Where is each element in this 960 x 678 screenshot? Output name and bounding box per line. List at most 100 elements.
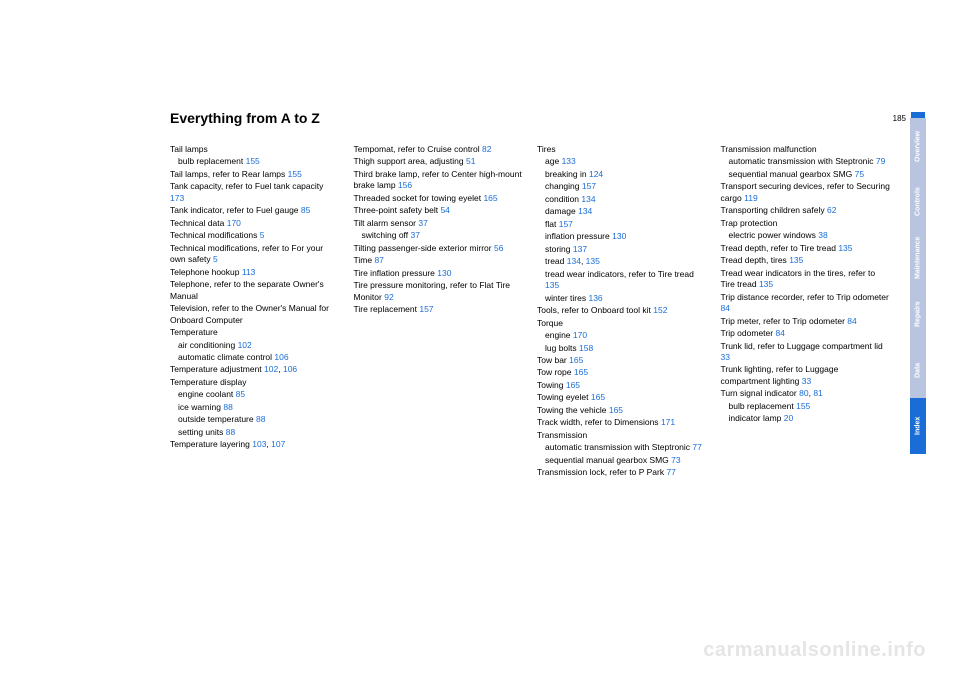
page-ref[interactable]: 84 bbox=[775, 328, 784, 338]
page-ref[interactable]: 173 bbox=[170, 193, 184, 203]
page-ref[interactable]: 106 bbox=[283, 364, 297, 374]
page-ref[interactable]: 84 bbox=[847, 316, 856, 326]
page-ref[interactable]: 85 bbox=[236, 389, 245, 399]
entry-text: Tank capacity, refer to Fuel tank capaci… bbox=[170, 181, 323, 191]
side-tab-controls[interactable]: Controls bbox=[910, 174, 926, 230]
page-ref[interactable]: 88 bbox=[256, 414, 265, 424]
page-ref[interactable]: 37 bbox=[411, 230, 420, 240]
page-ref[interactable]: 157 bbox=[582, 181, 596, 191]
page-ref[interactable]: 133 bbox=[562, 156, 576, 166]
page-ref[interactable]: 77 bbox=[692, 442, 701, 452]
page-ref[interactable]: 54 bbox=[440, 205, 449, 215]
page-ref[interactable]: 88 bbox=[226, 427, 235, 437]
page-ref[interactable]: 170 bbox=[227, 218, 241, 228]
index-entry: Trip distance recorder, refer to Trip od… bbox=[721, 292, 891, 315]
page-ref[interactable]: 165 bbox=[483, 193, 497, 203]
page-ref[interactable]: 33 bbox=[802, 376, 811, 386]
index-entry: lug bolts 158 bbox=[537, 343, 707, 354]
index-entry: indicator lamp 20 bbox=[721, 413, 891, 424]
page-ref[interactable]: 119 bbox=[744, 193, 758, 203]
page-ref[interactable]: 165 bbox=[609, 405, 623, 415]
page-ref[interactable]: 130 bbox=[437, 268, 451, 278]
page-ref[interactable]: 102 bbox=[238, 340, 252, 350]
page-ref[interactable]: 135 bbox=[838, 243, 852, 253]
page-ref[interactable]: 103 bbox=[252, 439, 266, 449]
page-ref[interactable]: 152 bbox=[653, 305, 667, 315]
page-ref[interactable]: 79 bbox=[876, 156, 885, 166]
page-ref[interactable]: 37 bbox=[418, 218, 427, 228]
page-ref[interactable]: 92 bbox=[384, 292, 393, 302]
page-ref[interactable]: 155 bbox=[796, 401, 810, 411]
page-ref[interactable]: 75 bbox=[855, 169, 864, 179]
entry-text: outside temperature bbox=[178, 414, 254, 424]
page-ref[interactable]: 134 bbox=[567, 256, 581, 266]
page-ref[interactable]: 130 bbox=[612, 231, 626, 241]
page-ref[interactable]: 134 bbox=[578, 206, 592, 216]
page-ref[interactable]: 80 bbox=[799, 388, 808, 398]
page-ref[interactable]: 135 bbox=[759, 279, 773, 289]
page-ref[interactable]: 155 bbox=[246, 156, 260, 166]
entry-text: Torque bbox=[537, 318, 563, 328]
page-ref[interactable]: 82 bbox=[482, 144, 491, 154]
index-entry: Towing the vehicle 165 bbox=[537, 405, 707, 416]
side-tab-overview[interactable]: Overview bbox=[910, 118, 926, 174]
page-ref[interactable]: 135 bbox=[586, 256, 600, 266]
page-ref[interactable]: 5 bbox=[213, 254, 218, 264]
side-tab-maintenance[interactable]: Maintenance bbox=[910, 230, 926, 286]
index-entry: bulb replacement 155 bbox=[721, 401, 891, 412]
index-entry: Torque bbox=[537, 318, 707, 329]
index-entry: Tread depth, tires 135 bbox=[721, 255, 891, 266]
page-ref[interactable]: 165 bbox=[591, 392, 605, 402]
page-ref[interactable]: 113 bbox=[242, 267, 256, 277]
page-ref[interactable]: 88 bbox=[223, 402, 232, 412]
page-ref[interactable]: 73 bbox=[671, 455, 680, 465]
page-ref[interactable]: 157 bbox=[559, 219, 573, 229]
page-ref[interactable]: 81 bbox=[813, 388, 822, 398]
page-ref[interactable]: 33 bbox=[721, 352, 730, 362]
entry-text: Tools, refer to Onboard tool kit bbox=[537, 305, 651, 315]
entry-text: winter tires bbox=[545, 293, 586, 303]
page-ref[interactable]: 84 bbox=[721, 303, 730, 313]
page-ref[interactable]: 85 bbox=[301, 205, 310, 215]
page-ref[interactable]: 156 bbox=[398, 180, 412, 190]
index-entry: Temperature layering 103, 107 bbox=[170, 439, 340, 450]
page-ref[interactable]: 137 bbox=[573, 244, 587, 254]
index-entry: Tilting passenger-side exterior mirror 5… bbox=[354, 243, 524, 254]
page-ref[interactable]: 136 bbox=[588, 293, 602, 303]
page-ref[interactable]: 170 bbox=[573, 330, 587, 340]
page-ref[interactable]: 56 bbox=[494, 243, 503, 253]
page-ref[interactable]: 38 bbox=[818, 230, 827, 240]
page-ref[interactable]: 171 bbox=[661, 417, 675, 427]
page-ref[interactable]: 134 bbox=[581, 194, 595, 204]
page-ref[interactable]: 20 bbox=[784, 413, 793, 423]
page-ref[interactable]: 62 bbox=[827, 205, 836, 215]
side-tab-index[interactable]: Index bbox=[910, 398, 926, 454]
index-entry: Transporting children safely 62 bbox=[721, 205, 891, 216]
page-ref[interactable]: 165 bbox=[569, 355, 583, 365]
page-ref[interactable]: 77 bbox=[666, 467, 675, 477]
page-ref[interactable]: 165 bbox=[566, 380, 580, 390]
entry-text: Thigh support area, adjusting bbox=[354, 156, 464, 166]
page-ref[interactable]: 102 bbox=[264, 364, 278, 374]
page-ref[interactable]: 135 bbox=[789, 255, 803, 265]
entry-text: ice warning bbox=[178, 402, 221, 412]
page-ref[interactable]: 107 bbox=[271, 439, 285, 449]
page-ref[interactable]: 106 bbox=[274, 352, 288, 362]
entry-text: switching off bbox=[362, 230, 409, 240]
page-ref[interactable]: 155 bbox=[288, 169, 302, 179]
page-ref[interactable]: 87 bbox=[374, 255, 383, 265]
side-tab-repairs[interactable]: Repairs bbox=[910, 286, 926, 342]
page-ref[interactable]: 51 bbox=[466, 156, 475, 166]
index-entry: Thigh support area, adjusting 51 bbox=[354, 156, 524, 167]
page-ref[interactable]: 158 bbox=[579, 343, 593, 353]
page-ref[interactable]: 165 bbox=[574, 367, 588, 377]
page-ref[interactable]: 135 bbox=[545, 280, 559, 290]
entry-text: breaking in bbox=[545, 169, 587, 179]
page-ref[interactable]: 124 bbox=[589, 169, 603, 179]
side-tab-data[interactable]: Data bbox=[910, 342, 926, 398]
page-ref[interactable]: 157 bbox=[419, 304, 433, 314]
entry-text: Technical data bbox=[170, 218, 224, 228]
entry-text: Telephone, refer to the separate Owner's… bbox=[170, 279, 324, 300]
entry-text: Transmission bbox=[537, 430, 587, 440]
page-ref[interactable]: 5 bbox=[260, 230, 265, 240]
